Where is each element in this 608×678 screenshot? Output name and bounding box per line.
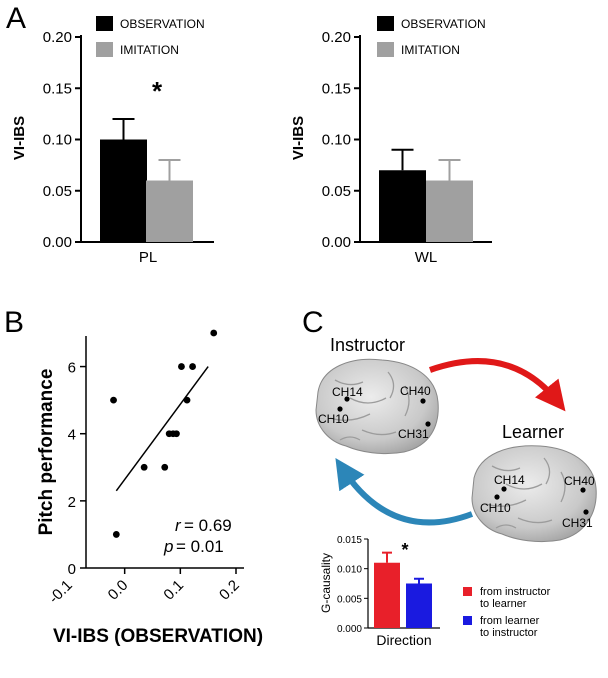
legend-swatch-learner-to-instructor [463, 616, 472, 625]
instructor-brain-image [315, 358, 439, 455]
legend-swatch-imitation [96, 42, 113, 57]
bar-direction-0 [374, 562, 400, 628]
significance-marker: * [152, 76, 163, 106]
r-value: = 0.69 [184, 516, 232, 535]
legend-swatch-imitation [377, 42, 394, 57]
y-tick-label: 0.015 [337, 535, 362, 546]
learner-label: Learner [502, 422, 564, 442]
g-causality-inset-chart: 0.000 0.005 0.010 0.015 G-causality Directi… [319, 535, 440, 648]
x-tick-label: 0.0 [105, 577, 132, 604]
granger-diagram: Instructor Learner CH14 CH40 CH10 CH31 C… [315, 335, 597, 648]
y-tick-label: 0.00 [322, 234, 351, 251]
channel-dot [337, 406, 343, 412]
scatter-point [110, 396, 117, 404]
fit-line [115, 366, 209, 492]
legend-swatch-observation [96, 16, 113, 31]
channel-dot [501, 486, 507, 492]
bar-chart-pl: 0.00 0.05 0.10 0.15 0.20 VI-IBS PL * OBSERVA… [11, 16, 214, 266]
legend-label-imitation: IMITATION [120, 43, 179, 57]
scatter-point [189, 363, 196, 370]
bar-observation [100, 139, 147, 242]
y-tick-label: 0.000 [337, 624, 362, 635]
channel-dot [583, 509, 589, 515]
scatter-point [210, 329, 218, 337]
channel-label-ch14: CH14 [332, 385, 363, 399]
channel-label-ch31: CH31 [562, 516, 593, 530]
y-tick-label: 0.005 [337, 594, 362, 605]
scatter-point [112, 531, 120, 538]
legend-swatch-instructor-to-learner [463, 587, 472, 596]
legend-line1: from learner [480, 615, 540, 627]
scatter-chart: 0 2 4 6 -0.1 0.0 0.1 0.2 Pitch performance VI-… [36, 329, 263, 647]
significance-marker: * [401, 540, 408, 560]
y-tick-label: 0 [68, 561, 76, 578]
channel-dot [420, 398, 426, 404]
arrow-instructor-to-learner [429, 358, 566, 412]
x-axis-label: VI-IBS (OBSERVATION) [53, 626, 263, 647]
legend-label-observation: OBSERVATION [401, 17, 486, 31]
scatter-point [178, 363, 185, 370]
y-tick-label: 0.05 [43, 183, 72, 200]
r-label: r [175, 516, 182, 535]
legend-line2: to learner [480, 598, 527, 610]
legend-label-observation: OBSERVATION [120, 17, 205, 31]
bar-observation [379, 170, 426, 242]
y-tick-label: 0.15 [43, 80, 72, 97]
legend-swatch-observation [377, 16, 394, 31]
instructor-label: Instructor [330, 335, 405, 355]
x-tick-label: WL [415, 249, 438, 266]
y-axis-label: Pitch performance [36, 369, 57, 536]
y-tick-label: 0.00 [43, 234, 72, 251]
learner-brain-image [471, 445, 597, 543]
channel-label-ch14: CH14 [494, 473, 525, 487]
bar-chart-wl: 0.00 0.05 0.10 0.15 0.20 VI-IBS WL OBSERVATI… [290, 16, 492, 266]
legend-line1: from instructor [480, 586, 551, 598]
channel-dot [494, 494, 500, 500]
x-tick-label: -0.1 [46, 577, 76, 607]
y-tick-label: 4 [68, 427, 76, 444]
y-tick-label: 0.10 [43, 132, 72, 149]
legend-line2: to instructor [480, 627, 538, 639]
x-axis-label: Direction [376, 632, 431, 648]
bar-imitation [426, 180, 473, 242]
arrow-learner-to-instructor [335, 457, 474, 526]
scatter-point [140, 463, 148, 471]
p-value: = 0.01 [176, 537, 224, 556]
panel-label-a: A [6, 2, 26, 35]
p-label: p [163, 537, 173, 556]
x-tick-label: PL [139, 249, 157, 266]
y-tick-label: 0.20 [43, 29, 72, 46]
channel-label-ch40: CH40 [400, 384, 431, 398]
legend-label-imitation: IMITATION [401, 43, 460, 57]
y-axis-label: VI-IBS [11, 116, 28, 160]
panel-label-c: C [302, 306, 324, 339]
x-tick-label: 0.1 [160, 577, 187, 604]
y-tick-label: 0.010 [337, 565, 362, 576]
scatter-point [173, 430, 180, 438]
y-tick-label: 6 [68, 360, 76, 377]
y-tick-label: 0.05 [322, 183, 351, 200]
y-tick-label: 0.15 [322, 80, 351, 97]
channel-dot [425, 421, 431, 427]
channel-label-ch31: CH31 [398, 427, 429, 441]
scatter-point [161, 463, 169, 471]
bar-imitation [146, 180, 193, 242]
channel-label-ch10: CH10 [480, 501, 511, 515]
channel-label-ch40: CH40 [564, 474, 595, 488]
y-tick-label: 2 [68, 494, 76, 511]
y-axis-label: G-causality [319, 553, 333, 613]
y-tick-label: 0.20 [322, 29, 351, 46]
x-tick-label: 0.2 [216, 577, 243, 604]
channel-dot [580, 487, 586, 493]
y-axis-label: VI-IBS [290, 116, 307, 160]
channel-label-ch10: CH10 [318, 412, 349, 426]
channel-dot [344, 396, 350, 402]
panel-label-b: B [4, 306, 24, 339]
bar-direction-1 [406, 583, 432, 628]
y-tick-label: 0.10 [322, 132, 351, 149]
